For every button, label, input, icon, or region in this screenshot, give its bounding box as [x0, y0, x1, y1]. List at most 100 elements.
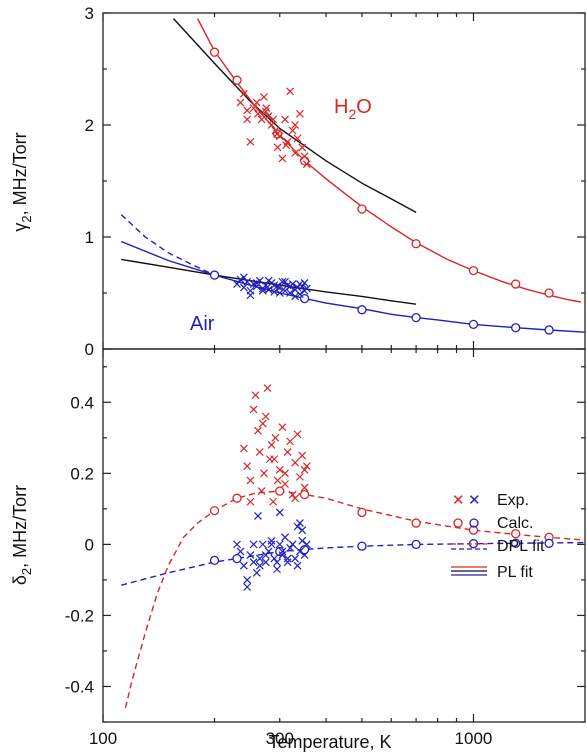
top-ylabel: γ2, MHz/Torr: [10, 132, 34, 231]
p1-h2o-calc-point: [232, 493, 242, 503]
top-ylabel-sub: 2: [19, 215, 34, 222]
p0-h2o-calc-point: [468, 265, 479, 276]
xtick-label-0: 100: [89, 729, 117, 748]
legend-pl-label: PL fit: [497, 564, 533, 581]
p0-h2o-calc-point: [357, 204, 367, 214]
p0-h2o-exp-point: [281, 115, 289, 124]
p1-h2o-exp-point: [270, 455, 279, 464]
p1-air-exp-point: [249, 540, 258, 549]
p1-h2o-exp-point: [246, 497, 255, 506]
p0-air-calc-point: [357, 305, 367, 315]
p0-air-exp-point: [258, 286, 267, 295]
p0-h2o-calc-point: [511, 279, 521, 289]
p1-air-exp-point: [261, 551, 270, 559]
x-axis-label: Temperature, K: [268, 732, 391, 752]
fit-lines: [120, 18, 585, 708]
p1-h2o-exp-point: [267, 440, 276, 449]
p0-ytick-label-1: 1: [85, 228, 94, 247]
p1-h2o-exp-point: [273, 476, 282, 485]
data-markers: [209, 47, 554, 591]
p1-air-exp-point: [252, 568, 261, 577]
p0-h2o-exp-point: [239, 89, 248, 98]
p0-h2o-calc-point: [411, 239, 421, 249]
p0-air-exp-point: [302, 284, 311, 293]
p1-h2o-exp-point: [291, 494, 300, 503]
p0-h2o-exp-point: [260, 93, 268, 101]
p1-air-exp-point: [291, 554, 300, 563]
xtick-label-2: 1000: [455, 729, 493, 748]
bottom-panel-frame: [102, 348, 586, 723]
p1-h2o-exp-point: [263, 384, 272, 393]
p0-air-calc-point: [544, 325, 554, 335]
legend-exp-label: Exp.: [497, 492, 529, 509]
top-ylabel-symbol: γ: [10, 223, 30, 232]
p0-h2o-exp-point: [288, 126, 297, 135]
p1-air-exp-point: [283, 554, 292, 563]
p1-h2o-calc-point: [299, 489, 310, 500]
p1-h2o-exp-point: [269, 497, 278, 506]
axis-ticks: 0 1 2 3 -0.4 -0.2 0 0.2 0.4 100 300 1000: [65, 4, 585, 748]
p1-air-calc-point: [232, 553, 242, 564]
p1-air-exp-point: [275, 540, 284, 549]
p0-h2o-dpl-line: [196, 18, 582, 303]
p1-h2o-exp-point: [278, 423, 287, 432]
p0-air-exp-point: [295, 280, 304, 288]
p1-h2o-exp-point: [271, 433, 280, 442]
p1-air-exp-point: [286, 544, 295, 552]
p1-air-exp-point: [236, 547, 245, 556]
p1-air-calc-point: [357, 541, 367, 551]
p1-air-exp-point: [273, 565, 281, 574]
p1-air-exp-point: [243, 583, 252, 591]
h2o-label-sub: 2: [348, 106, 356, 122]
legend-dpl-label: DPL fit: [497, 538, 545, 555]
p1-air-calc-point: [544, 538, 554, 548]
p0-air-calc-point: [411, 312, 421, 323]
p1-air-exp-point: [261, 558, 270, 567]
p1-h2o-exp-point: [254, 426, 262, 435]
p1-air-calc-point: [411, 539, 421, 550]
p0-air-exp-point: [278, 277, 287, 286]
p1-h2o-calc-point: [275, 486, 285, 496]
p1-air-exp-point: [267, 536, 276, 545]
p0-air-exp-point: [270, 281, 279, 290]
p1-air-exp-point: [293, 561, 302, 570]
p0-h2o-exp-point: [243, 106, 252, 115]
p1-air-exp-point: [278, 547, 287, 556]
p1-h2o-exp-point: [281, 469, 289, 478]
p1-h2o-exp-point: [261, 412, 270, 421]
p0-h2o-exp-point: [249, 104, 258, 113]
p1-air-exp-point: [233, 540, 241, 549]
p1-h2o-exp-point: [243, 462, 252, 471]
p0-ytick-label-0: 0: [85, 340, 94, 359]
p0-h2o-exp-point: [267, 121, 276, 129]
bottom-ylabel: δ2, MHz/Torr: [10, 485, 34, 585]
legend-calc-red-circle: [453, 518, 463, 528]
p0-h2o-exp-point: [273, 130, 281, 138]
p1-h2o-exp-point: [295, 472, 304, 481]
p0-h2o-exp-point: [269, 115, 278, 124]
p1-air-exp-point: [295, 519, 304, 527]
p0-h2o-exp-point: [298, 143, 307, 152]
p0-h2o-exp-point: [286, 87, 295, 96]
bottom-ylabel-sub: 2: [19, 568, 34, 575]
p1-ytick-label-3: 0.2: [70, 464, 94, 483]
p1-h2o-exp-point: [300, 465, 309, 474]
bottom-ylabel-unit: , MHz/Torr: [10, 485, 30, 568]
p0-h2o-exp-point: [291, 149, 300, 157]
p1-air-exp-point: [243, 575, 252, 584]
p0-air-exp-point: [236, 275, 245, 284]
p0-h2o-exp-point: [300, 152, 309, 161]
p1-air-calc-point: [275, 546, 285, 557]
p0-air-exp-point: [281, 277, 289, 286]
p1-h2o-exp-point: [249, 405, 258, 414]
p0-h2o-exp-point: [243, 115, 252, 124]
p0-air-exp-point: [286, 289, 295, 297]
p1-h2o-exp-point: [283, 448, 292, 456]
p1-air-dpl-line: [121, 541, 585, 586]
p0-h2o-exp-point: [278, 154, 287, 163]
p1-h2o-exp-point: [251, 391, 260, 400]
p1-h2o-exp-point: [260, 469, 268, 478]
p0-air-exp-point: [293, 283, 302, 292]
p1-air-exp-point: [283, 558, 292, 567]
